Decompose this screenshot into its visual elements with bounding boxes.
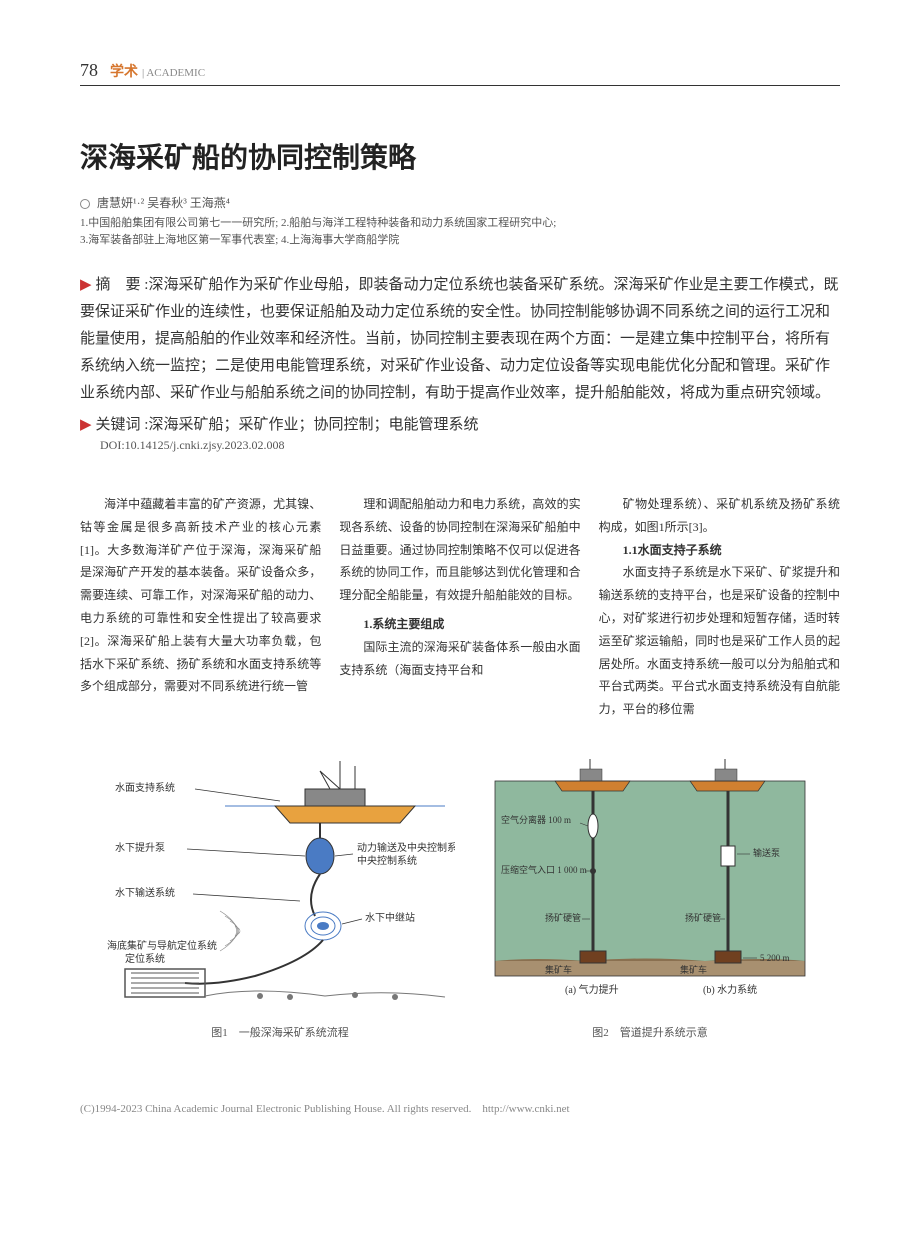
svg-text:(a) 气力提升: (a) 气力提升 [565, 983, 619, 996]
column-2: 理和调配船舶动力和电力系统，高效的实现各系统、设备的协同控制在深海采矿船舶中日益… [339, 493, 580, 721]
figure-1-svg: 水面支持系统 水下提升泵 动力输送及中央控制系统 中央控制系统 水下输送系统 [105, 751, 455, 1011]
figure-2-caption: 图2 管道提升系统示意 [485, 1024, 815, 1040]
svg-text:水面支持系统: 水面支持系统 [115, 781, 175, 794]
column-1: 海洋中蕴藏着丰富的矿产资源，尤其镍、钴等金属是很多高新技术产业的核心元素[1]。… [80, 493, 321, 721]
page-header: 78 学术 | ACADEMIC [80, 60, 840, 86]
figure-1: 水面支持系统 水下提升泵 动力输送及中央控制系统 中央控制系统 水下输送系统 [105, 751, 455, 1040]
figure-1-caption: 图1 一般深海采矿系统流程 [105, 1024, 455, 1040]
svg-text:扬矿硬管: 扬矿硬管 [545, 912, 581, 923]
keywords: ▶关键词 :深海采矿船；采矿作业；协同控制；电能管理系统 [80, 413, 840, 434]
figures-row: 水面支持系统 水下提升泵 动力输送及中央控制系统 中央控制系统 水下输送系统 [80, 751, 840, 1040]
author-names: 唐慧妍¹·² 吴春秋³ 王海燕⁴ [97, 196, 230, 210]
abstract-label: 摘 要 : [96, 277, 149, 293]
keywords-label: 关键词 : [96, 417, 149, 433]
abstract-text: 深海采矿船作为采矿作业母船，即装备动力定位系统也装备采矿系统。深海采矿作业是主要… [80, 277, 838, 401]
svg-text:集矿车: 集矿车 [680, 964, 707, 975]
figure-2-svg: 空气分离器 100 m 压缩空气入口 1 000 m 扬矿硬管 扬矿硬管 输送泵… [485, 751, 815, 1011]
body-para: 海洋中蕴藏着丰富的矿产资源，尤其镍、钴等金属是很多高新技术产业的核心元素[1]。… [80, 493, 321, 698]
keywords-text: 深海采矿船；采矿作业；协同控制；电能管理系统 [148, 417, 478, 433]
section-name-en: | ACADEMIC [142, 67, 205, 79]
subsection-heading: 1.1水面支持子系统 [599, 539, 840, 562]
author-mark-icon [80, 199, 90, 209]
body-para: 矿物处理系统）、采矿机系统及扬矿系统构成，如图1所示[3]。 [599, 493, 840, 539]
doi: DOI:10.14125/j.cnki.zjsy.2023.02.008 [100, 438, 840, 453]
figure-2: 空气分离器 100 m 压缩空气入口 1 000 m 扬矿硬管 扬矿硬管 输送泵… [485, 751, 815, 1040]
ship-a [555, 759, 630, 791]
svg-text:动力输送及中央控制系统: 动力输送及中央控制系统 [357, 841, 455, 854]
page-number: 78 [80, 60, 98, 81]
svg-text:集矿车: 集矿车 [545, 964, 572, 975]
column-3: 矿物处理系统）、采矿机系统及扬矿系统构成，如图1所示[3]。 1.1水面支持子系… [599, 493, 840, 721]
section-name-cn: 学术 [110, 61, 138, 81]
abstract: ▶摘 要 :深海采矿船作为采矿作业母船，即装备动力定位系统也装备采矿系统。深海采… [80, 272, 840, 407]
body-para: 水面支持子系统是水下采矿、矿浆提升和输送系统的支持平台，也是采矿设备的控制中心，… [599, 561, 840, 721]
svg-text:(b) 水力系统: (b) 水力系统 [703, 983, 757, 996]
svg-text:定位系统: 定位系统 [125, 952, 165, 965]
section-heading: 1.系统主要组成 [339, 613, 580, 636]
affiliations: 1.中国船舶集团有限公司第七一一研究所; 2.船舶与海洋工程特种装备和动力系统国… [80, 215, 840, 248]
body-para: 理和调配船舶动力和电力系统，高效的实现各系统、设备的协同控制在深海采矿船舶中日益… [339, 493, 580, 607]
ship-b [690, 759, 765, 791]
body-para: 国际主流的深海采矿装备体系一般由水面支持系统（海面支持平台和 [339, 636, 580, 682]
svg-text:水下中继站: 水下中继站 [365, 911, 415, 924]
svg-text:水下输送系统: 水下输送系统 [115, 886, 175, 899]
authors: 唐慧妍¹·² 吴春秋³ 王海燕⁴ [80, 194, 840, 211]
keywords-marker-icon: ▶ [80, 417, 92, 433]
body-columns: 海洋中蕴藏着丰富的矿产资源，尤其镍、钴等金属是很多高新技术产业的核心元素[1]。… [80, 493, 840, 721]
page-footer: (C)1994-2023 China Academic Journal Elec… [0, 1080, 920, 1126]
svg-text:水下提升泵: 水下提升泵 [115, 842, 165, 854]
svg-text:扬矿硬管: 扬矿硬管 [685, 912, 721, 923]
svg-text:输送泵: 输送泵 [753, 847, 780, 858]
affil-line-1: 1.中国船舶集团有限公司第七一一研究所; 2.船舶与海洋工程特种装备和动力系统国… [80, 215, 840, 232]
svg-text:中央控制系统: 中央控制系统 [357, 854, 417, 867]
svg-text:压缩空气入口 1 000 m: 压缩空气入口 1 000 m [501, 864, 587, 875]
svg-text:5 200 m: 5 200 m [760, 953, 790, 963]
affil-line-2: 3.海军装备部驻上海地区第一军事代表室; 4.上海海事大学商船学院 [80, 232, 840, 249]
svg-text:空气分离器 100 m: 空气分离器 100 m [501, 814, 571, 825]
abstract-marker-icon: ▶ [80, 277, 92, 293]
article-title: 深海采矿船的协同控制策略 [80, 136, 840, 176]
svg-text:海底集矿与导航定位系统: 海底集矿与导航定位系统 [107, 939, 217, 952]
